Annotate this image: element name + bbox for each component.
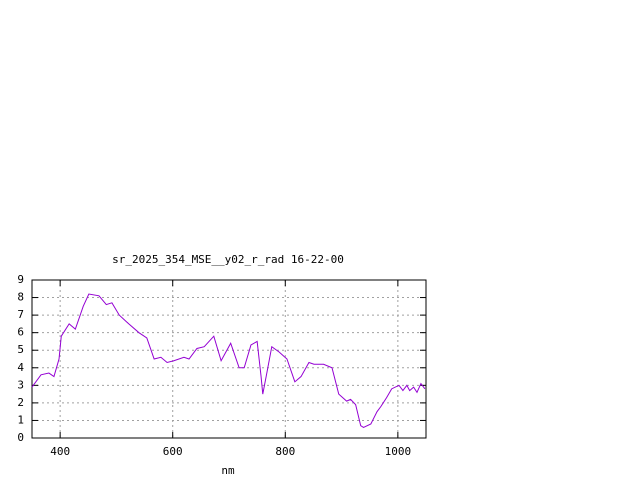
y-tick-label: 2 — [17, 396, 24, 409]
x-tick-label: 800 — [275, 445, 295, 458]
x-tick-label: 600 — [163, 445, 183, 458]
plot-border — [31, 279, 427, 439]
y-tick-label: 1 — [17, 413, 24, 426]
y-tick-label: 5 — [17, 343, 24, 356]
y-tick-label: 0 — [17, 431, 24, 444]
y-tick-label: 8 — [17, 291, 24, 304]
x-tick-label: 400 — [50, 445, 70, 458]
y-tick-label: 9 — [17, 273, 24, 286]
y-tick-label: 3 — [17, 378, 24, 391]
y-tick-label: 4 — [17, 361, 24, 374]
data-line — [31, 293, 426, 429]
x-tick-label: 1000 — [385, 445, 412, 458]
y-tick-label: 6 — [17, 326, 24, 339]
y-tick-label: 7 — [17, 308, 24, 321]
x-axis-label: nm — [221, 464, 235, 477]
chart-title: sr_2025_354_MSE__y02_r_rad 16-22-00 — [112, 253, 344, 266]
